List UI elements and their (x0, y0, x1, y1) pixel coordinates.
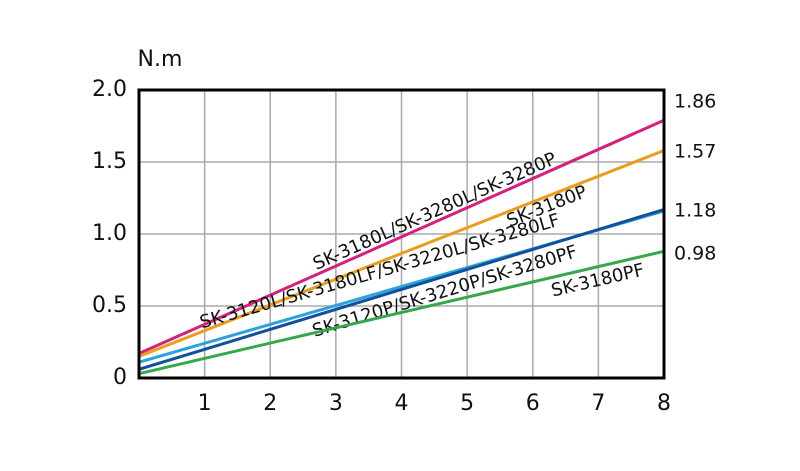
y-axis-label: N.m (138, 47, 183, 72)
end-label: 1.57 (674, 141, 716, 163)
end-label: 1.18 (674, 200, 716, 222)
y-tick-label: 0 (113, 365, 127, 390)
x-tick-label: 8 (657, 391, 671, 416)
y-tick-label: 2.0 (92, 77, 127, 102)
x-tick-label: 5 (460, 391, 474, 416)
x-tick-label: 4 (395, 391, 409, 416)
plot-frame (137, 88, 666, 380)
end-label: 1.86 (674, 91, 716, 113)
line (138, 118, 665, 355)
x-tick-label: 3 (329, 391, 343, 416)
x-tick-label: 6 (526, 391, 540, 416)
line (138, 149, 665, 358)
line (138, 208, 665, 371)
line (138, 249, 665, 376)
y-tick-label: 1.0 (92, 221, 127, 246)
y-tick-label: 0.5 (92, 293, 127, 318)
x-tick-label: 7 (591, 391, 605, 416)
y-tick-label: 1.5 (92, 149, 127, 174)
x-tick-label: 1 (198, 391, 212, 416)
end-label: 0.98 (674, 243, 716, 265)
x-tick-label: 2 (263, 391, 277, 416)
